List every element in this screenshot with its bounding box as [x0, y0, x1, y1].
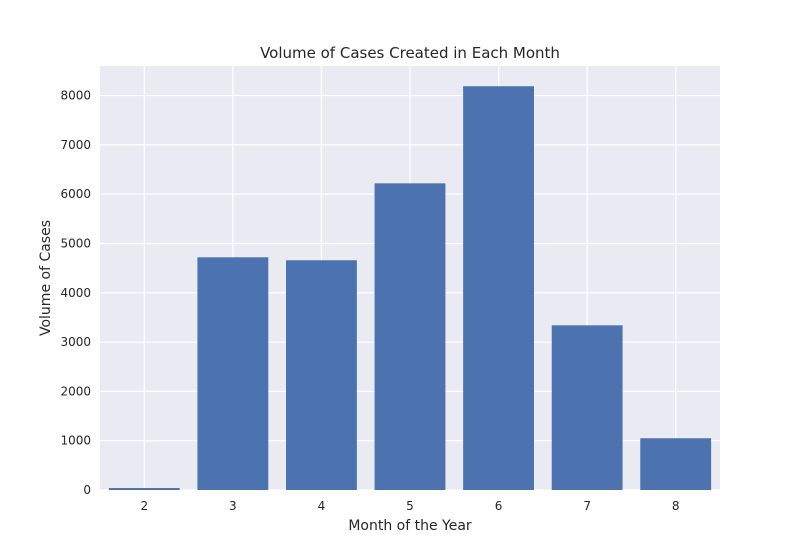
- bar-month-2: [108, 488, 180, 490]
- x-tick-label: 7: [583, 499, 591, 513]
- y-tick-label: 4000: [60, 286, 91, 300]
- x-axis-label: Month of the Year: [348, 518, 472, 534]
- x-tick-label: 8: [672, 499, 680, 513]
- bar-month-7: [551, 325, 623, 490]
- x-tick-label: 2: [140, 499, 148, 513]
- tick-labels: 0 1000 2000 3000 4000 5000 6000 7000 8000 2 3 4 5 6 7 8: [60, 89, 679, 513]
- y-tick-label: 3000: [60, 335, 91, 349]
- bar-month-4: [286, 260, 357, 490]
- x-tick-label: 3: [229, 499, 237, 513]
- x-tick-label: 5: [406, 499, 414, 513]
- y-tick-label: 0: [83, 483, 91, 497]
- x-tick-label: 4: [318, 499, 326, 513]
- y-tick-label: 2000: [60, 384, 91, 398]
- y-tick-label: 5000: [60, 236, 91, 250]
- y-tick-label: 1000: [60, 434, 91, 448]
- bar-month-3: [197, 257, 269, 490]
- bar-month-8: [640, 438, 712, 490]
- x-tick-label: 6: [495, 499, 503, 513]
- y-tick-label: 8000: [60, 89, 91, 103]
- y-tick-label: 7000: [60, 138, 91, 152]
- bars: [108, 86, 712, 490]
- chart-title: Volume of Cases Created in Each Month: [260, 44, 560, 62]
- bar-month-6: [463, 86, 534, 490]
- y-tick-label: 6000: [60, 187, 91, 201]
- bar-month-5: [374, 183, 446, 490]
- y-axis-label: Volume of Cases: [38, 220, 54, 336]
